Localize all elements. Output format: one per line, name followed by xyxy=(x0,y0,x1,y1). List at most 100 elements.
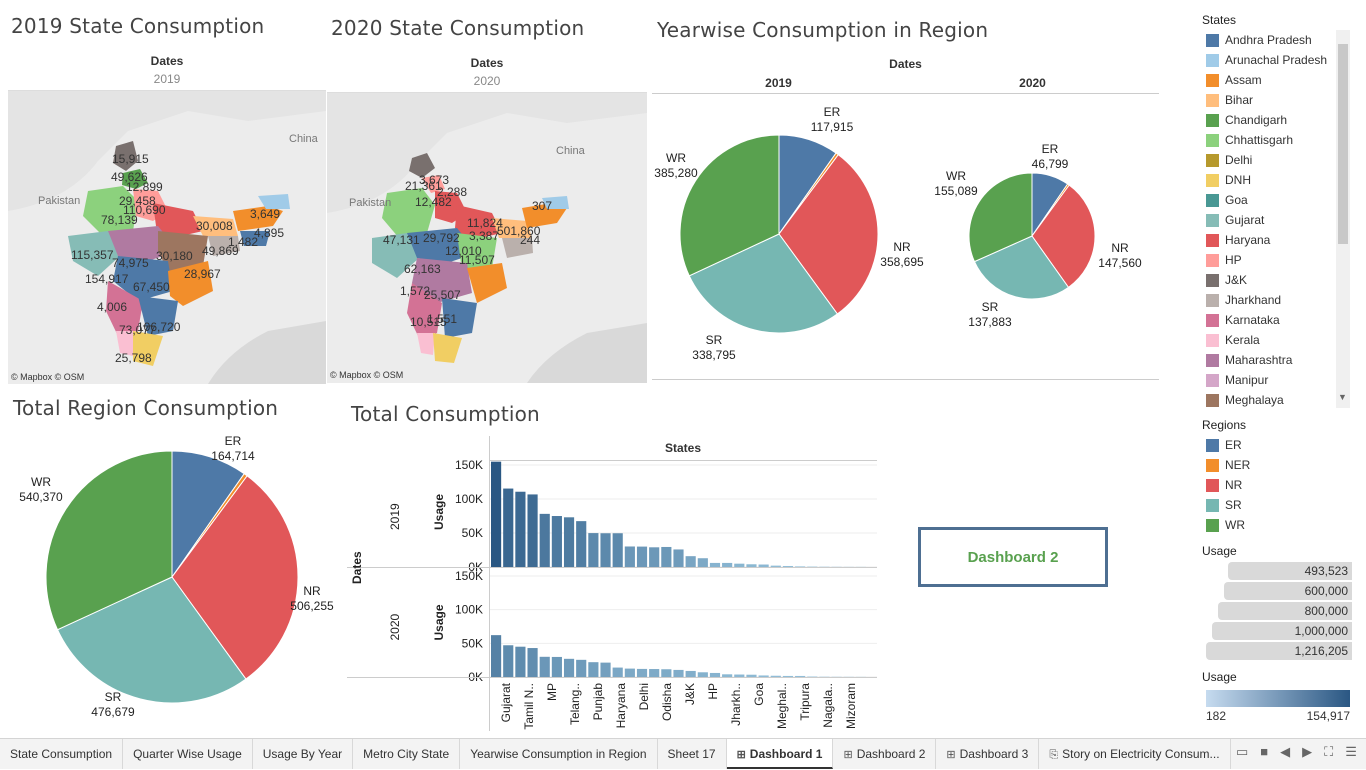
states-legend-scrollbar[interactable]: ▼ xyxy=(1336,30,1350,408)
bar-2020[interactable] xyxy=(515,647,525,677)
bar-2019[interactable] xyxy=(564,517,574,567)
states-legend-item[interactable]: Delhi xyxy=(1206,150,1334,170)
states-legend-item[interactable]: Goa xyxy=(1206,190,1334,210)
dashboard-2-button[interactable]: Dashboard 2 xyxy=(918,527,1108,587)
bar-2020[interactable] xyxy=(625,669,635,677)
map-2020[interactable]: © Mapbox © OSM Pakistan China 3,673 21,3… xyxy=(327,93,647,383)
states-legend-item[interactable]: Andhra Pradesh xyxy=(1206,30,1334,50)
states-legend-item[interactable]: DNH xyxy=(1206,170,1334,190)
states-legend-item[interactable]: Maharashtra xyxy=(1206,350,1334,370)
bar-2019[interactable] xyxy=(613,533,623,567)
states-legend-item[interactable]: Haryana xyxy=(1206,230,1334,250)
states-legend-item[interactable]: Chandigarh xyxy=(1206,110,1334,130)
bar-2019[interactable] xyxy=(625,546,635,567)
bar-2019[interactable] xyxy=(588,533,598,567)
bar-2020[interactable] xyxy=(722,674,732,677)
states-legend-item[interactable]: Kerala xyxy=(1206,330,1334,350)
sheet-tab[interactable]: Metro City State xyxy=(353,739,460,769)
states-legend-item[interactable]: Jharkhand xyxy=(1206,290,1334,310)
bar-2020[interactable] xyxy=(576,660,586,677)
bar-2019[interactable] xyxy=(576,521,586,567)
bar-2020[interactable] xyxy=(673,670,683,677)
bar-2019[interactable] xyxy=(698,558,708,567)
states-legend-item[interactable]: Meghalaya xyxy=(1206,390,1334,410)
bar-2020[interactable] xyxy=(759,675,769,677)
regions-legend-item[interactable]: NR xyxy=(1206,475,1346,495)
bar-2020[interactable] xyxy=(540,657,550,677)
states-legend-item[interactable]: Bihar xyxy=(1206,90,1334,110)
bar-2019[interactable] xyxy=(746,564,756,567)
bar-2019[interactable] xyxy=(540,514,550,567)
bar-2020[interactable] xyxy=(637,669,647,677)
bar-2019[interactable] xyxy=(734,564,744,567)
sheet-tab[interactable]: ⊞Dashboard 2 xyxy=(833,739,936,769)
filmstrip-icon[interactable]: ■ xyxy=(1260,744,1268,760)
bar-2020[interactable] xyxy=(613,668,623,677)
bar-2019[interactable] xyxy=(661,547,671,567)
bar-2019[interactable] xyxy=(722,563,732,567)
bar-2020[interactable] xyxy=(710,673,720,677)
menu-icon[interactable]: ☰ xyxy=(1345,744,1357,760)
bar-2019[interactable] xyxy=(552,516,562,567)
prev-sheet-icon[interactable]: ◀ xyxy=(1280,744,1290,760)
bar-2020[interactable] xyxy=(686,671,696,677)
states-legend-item[interactable]: HP xyxy=(1206,250,1334,270)
regions-legend-item[interactable]: SR xyxy=(1206,495,1346,515)
bar-2020[interactable] xyxy=(795,676,805,677)
sheet-tab[interactable]: ⎘Story on Electricity Consum... xyxy=(1039,739,1230,769)
bar-2019[interactable] xyxy=(686,556,696,567)
bar-2019[interactable] xyxy=(795,566,805,567)
sheet-tab[interactable]: Yearwise Consumption in Region xyxy=(460,739,657,769)
bar-2020[interactable] xyxy=(771,676,781,677)
bar-2020[interactable] xyxy=(746,675,756,677)
bar-2019[interactable] xyxy=(783,566,793,567)
bar-2020[interactable] xyxy=(649,669,659,677)
bar-2019[interactable] xyxy=(600,533,610,567)
bar-2019[interactable] xyxy=(637,547,647,567)
bar-2020[interactable] xyxy=(783,676,793,677)
regions-legend-item[interactable]: ER xyxy=(1206,435,1346,455)
next-sheet-icon[interactable]: ▶ xyxy=(1302,744,1312,760)
yearwise-pie-charts[interactable]: ER117,915NR358,695SR338,795WR385,280ER46… xyxy=(652,94,1159,379)
scroll-down-icon[interactable]: ▼ xyxy=(1338,392,1347,402)
bar-2019[interactable] xyxy=(673,549,683,567)
sheet-tab[interactable]: Usage By Year xyxy=(253,739,353,769)
bar-2020[interactable] xyxy=(588,662,598,677)
sheet-tab[interactable]: ⊞Dashboard 3 xyxy=(936,739,1039,769)
grid-view-icon[interactable]: ▭ xyxy=(1236,744,1248,760)
bar-2019[interactable] xyxy=(649,547,659,567)
states-legend-item[interactable]: J&K xyxy=(1206,270,1334,290)
bar-2020[interactable] xyxy=(552,657,562,677)
regions-legend-item[interactable]: WR xyxy=(1206,515,1346,535)
states-legend-item[interactable]: Gujarat xyxy=(1206,210,1334,230)
map-2019[interactable]: © Mapbox © OSM Pakistan China 15,915 49,… xyxy=(8,91,326,384)
bar-2019[interactable] xyxy=(515,492,525,567)
bar-2019[interactable] xyxy=(759,565,769,567)
bar-2020[interactable] xyxy=(503,645,513,677)
states-legend-item[interactable]: Karnataka xyxy=(1206,310,1334,330)
bar-2019[interactable] xyxy=(503,489,513,567)
bar-2019[interactable] xyxy=(491,462,501,567)
bar-2020[interactable] xyxy=(527,648,537,677)
sheet-tab[interactable]: ⊞Dashboard 1 xyxy=(727,739,834,769)
states-legend-item[interactable]: Chhattisgarh xyxy=(1206,130,1334,150)
bar-2020[interactable] xyxy=(564,659,574,677)
regions-legend-item[interactable]: NER xyxy=(1206,455,1346,475)
sheet-tab[interactable]: State Consumption xyxy=(0,739,123,769)
bar-2020[interactable] xyxy=(734,675,744,677)
states-legend-item[interactable]: Manipur xyxy=(1206,370,1334,390)
bar-2020[interactable] xyxy=(698,672,708,677)
sheet-tab[interactable]: Sheet 17 xyxy=(658,739,727,769)
bar-2019[interactable] xyxy=(710,563,720,567)
bar-2020[interactable] xyxy=(661,669,671,677)
sheet-tab[interactable]: Quarter Wise Usage xyxy=(123,739,253,769)
states-legend-item[interactable]: Assam xyxy=(1206,70,1334,90)
states-legend-item[interactable]: Arunachal Pradesh xyxy=(1206,50,1334,70)
bar-2019[interactable] xyxy=(527,494,537,567)
bar-2020[interactable] xyxy=(491,635,501,677)
fullscreen-icon[interactable]: ⛶ xyxy=(1324,744,1333,760)
bar-2020[interactable] xyxy=(600,663,610,677)
